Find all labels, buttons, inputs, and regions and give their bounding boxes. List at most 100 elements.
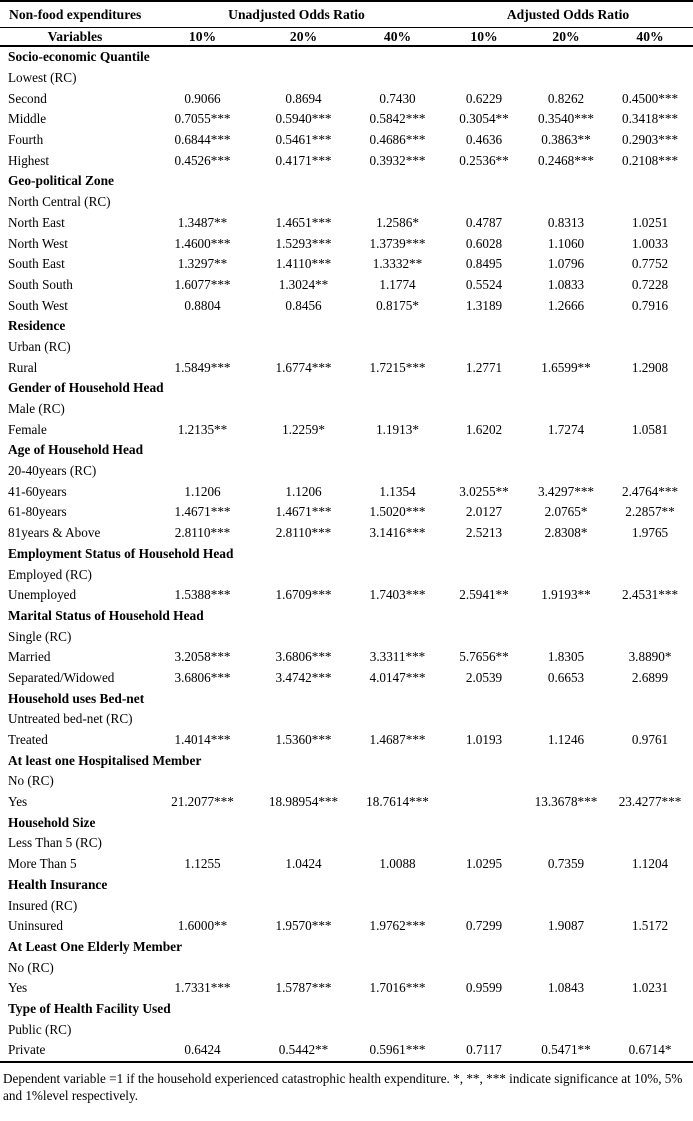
odds-ratio-value-cell: 3.1416*** <box>369 525 426 541</box>
section-title-row: Type of Health Facility Used <box>0 999 693 1020</box>
odds-ratio-value-cell: 1.9570*** <box>275 918 332 934</box>
odds-ratio-table: Non-food expenditures Unadjusted Odds Ra… <box>0 0 693 1063</box>
odds-ratio-value-cell: 0.5524 <box>465 276 503 292</box>
odds-ratio-value-cell: 2.4764*** <box>621 483 679 499</box>
adjusted-group-header: Adjusted Odds Ratio <box>443 1 693 28</box>
reference-category-label: Lowest (RC) <box>8 70 77 86</box>
odds-ratio-value-cell: 1.5787*** <box>275 980 332 996</box>
odds-ratio-value-cell: 0.4171*** <box>275 152 332 168</box>
data-row: South West 0.8804 0.8456 0.8175* 1.3189 1.266… <box>0 295 693 316</box>
reference-category-label: Urban (RC) <box>8 338 71 354</box>
data-row: Second 0.9066 0.8694 0.7430 0.6229 0.8262 0.45… <box>0 88 693 109</box>
data-row: North East 1.3487** 1.4651*** 1.2586* 0.4787… <box>0 213 693 234</box>
odds-ratio-value-cell: 5.7656** <box>459 649 509 665</box>
odds-ratio-value-cell: 1.3297** <box>177 256 228 272</box>
odds-ratio-value-cell: 0.2536** <box>459 152 509 168</box>
odds-ratio-value-cell: 1.6000** <box>177 918 228 934</box>
odds-ratio-value-cell: 0.5940*** <box>275 111 332 127</box>
odds-ratio-value-cell: 0.9066 <box>184 90 221 106</box>
odds-ratio-value-cell: 1.5360*** <box>275 732 332 748</box>
data-row: Yes 1.7331*** 1.5787*** 1.7016*** 0.9599 1.08… <box>0 978 693 999</box>
table-title: Non-food expenditures <box>0 1 150 28</box>
row-label: More Than 5 <box>8 856 77 872</box>
section-title-row: Socio-economic Quantile <box>0 46 693 68</box>
row-label: Treated <box>8 732 48 748</box>
odds-ratio-value-cell: 1.1060 <box>547 235 585 251</box>
data-row: Married 3.2058*** 3.6806*** 3.3311*** 5.7656… <box>0 647 693 668</box>
reference-category-row: Less Than 5 (RC) <box>0 833 693 854</box>
odds-ratio-value-cell: 2.8110*** <box>275 525 332 541</box>
odds-ratio-value-cell: 1.0251 <box>631 214 669 230</box>
odds-ratio-value-cell: 1.2586* <box>376 214 419 230</box>
data-row: Rural 1.5849*** 1.6774*** 1.7215*** 1.2771 1.… <box>0 357 693 378</box>
section-title-row: Marital Status of Household Head <box>0 606 693 627</box>
section-title-row: Geo-political Zone <box>0 171 693 192</box>
section-title: Type of Health Facility Used <box>8 1000 171 1016</box>
threshold-header: 40% <box>607 27 693 47</box>
data-row: Yes 21.2077*** 18.98954*** 18.7614*** 13.367… <box>0 792 693 813</box>
section-title: Household Size <box>8 814 96 830</box>
odds-ratio-value-cell: 2.2857** <box>625 504 675 520</box>
odds-ratio-value-cell: 1.0231 <box>631 980 669 996</box>
odds-ratio-value-cell: 0.6714* <box>628 1042 672 1058</box>
odds-ratio-value-cell: 3.8890* <box>628 649 672 665</box>
reference-category-label: Male (RC) <box>8 401 65 417</box>
reference-category-row: Male (RC) <box>0 399 693 420</box>
reference-category-label: Less Than 5 (RC) <box>8 835 102 851</box>
odds-ratio-value-cell: 0.3054** <box>459 111 509 127</box>
odds-ratio-value-cell: 2.6899 <box>631 669 669 685</box>
reference-category-row: North Central (RC) <box>0 192 693 213</box>
odds-ratio-value-cell: 1.2771 <box>465 359 503 375</box>
data-row: Fourth 0.6844*** 0.5461*** 0.4686*** 0.4636 0… <box>0 130 693 151</box>
data-row: 81years & Above 2.8110*** 2.8110*** 3.1416*… <box>0 523 693 544</box>
data-row: South East 1.3297** 1.4110*** 1.3332** 0.849… <box>0 254 693 275</box>
odds-ratio-value-cell: 1.4671*** <box>174 504 231 520</box>
reference-category-label: No (RC) <box>8 773 54 789</box>
odds-ratio-value-cell: 1.0843 <box>547 980 585 996</box>
reference-category-row: No (RC) <box>0 957 693 978</box>
reference-category-row: Urban (RC) <box>0 337 693 358</box>
odds-ratio-value-cell: 0.5442** <box>278 1042 329 1058</box>
row-label: South South <box>8 276 73 292</box>
row-label: 41-60years <box>8 483 67 499</box>
odds-ratio-value-cell: 0.9761 <box>631 732 669 748</box>
odds-ratio-value-cell: 1.0424 <box>285 856 322 872</box>
odds-ratio-value-cell: 1.0193 <box>465 732 503 748</box>
odds-ratio-value-cell: 2.8308* <box>544 525 588 541</box>
odds-ratio-value-cell: 1.6774*** <box>275 359 332 375</box>
section-title-row: At Least One Elderly Member <box>0 937 693 958</box>
odds-ratio-value-cell: 0.8262 <box>547 90 585 106</box>
reference-category-row: Untreated bed-net (RC) <box>0 709 693 730</box>
odds-ratio-value-cell: 0.6229 <box>465 90 503 106</box>
odds-ratio-value-cell: 0.8175* <box>376 297 419 313</box>
odds-ratio-value-cell: 0.8694 <box>285 90 322 106</box>
odds-ratio-value-cell: 1.1913* <box>376 421 419 437</box>
odds-ratio-value-cell: 1.1255 <box>184 856 221 872</box>
row-label: Rural <box>8 359 38 375</box>
section-title: At least one Hospitalised Member <box>8 752 202 768</box>
odds-ratio-value-cell: 0.8456 <box>285 297 322 313</box>
row-label: 81years & Above <box>8 525 101 541</box>
odds-ratio-value-cell: 1.4110*** <box>275 256 332 272</box>
odds-ratio-value-cell: 1.6202 <box>465 421 503 437</box>
odds-ratio-value-cell: 3.2058*** <box>174 649 231 665</box>
odds-ratio-value-cell: 1.0581 <box>631 421 669 437</box>
odds-ratio-value-cell: 1.3487** <box>177 214 228 230</box>
odds-ratio-value-cell: 2.0539 <box>465 669 503 685</box>
section-title-row: Age of Household Head <box>0 440 693 461</box>
threshold-header: 40% <box>352 27 443 47</box>
section-title: Gender of Household Head <box>8 380 164 396</box>
row-label: Yes <box>8 794 28 810</box>
data-row: Uninsured 1.6000** 1.9570*** 1.9762*** 0.729… <box>0 916 693 937</box>
row-label: South East <box>8 256 65 272</box>
odds-ratio-value-cell: 1.7403*** <box>369 587 426 603</box>
odds-ratio-value-cell: 0.7299 <box>465 918 503 934</box>
odds-ratio-value-cell: 0.6844*** <box>174 132 231 148</box>
odds-ratio-value-cell: 1.2908 <box>631 359 669 375</box>
odds-ratio-value-cell: 1.1774 <box>379 276 416 292</box>
reference-category-label: 20-40years (RC) <box>8 463 97 479</box>
odds-ratio-value-cell: 1.3332** <box>372 256 423 272</box>
row-label: Separated/Widowed <box>8 669 115 685</box>
data-row: Female 1.2135** 1.2259* 1.1913* 1.6202 1.7274… <box>0 419 693 440</box>
odds-ratio-value-cell: 1.5020*** <box>369 504 426 520</box>
